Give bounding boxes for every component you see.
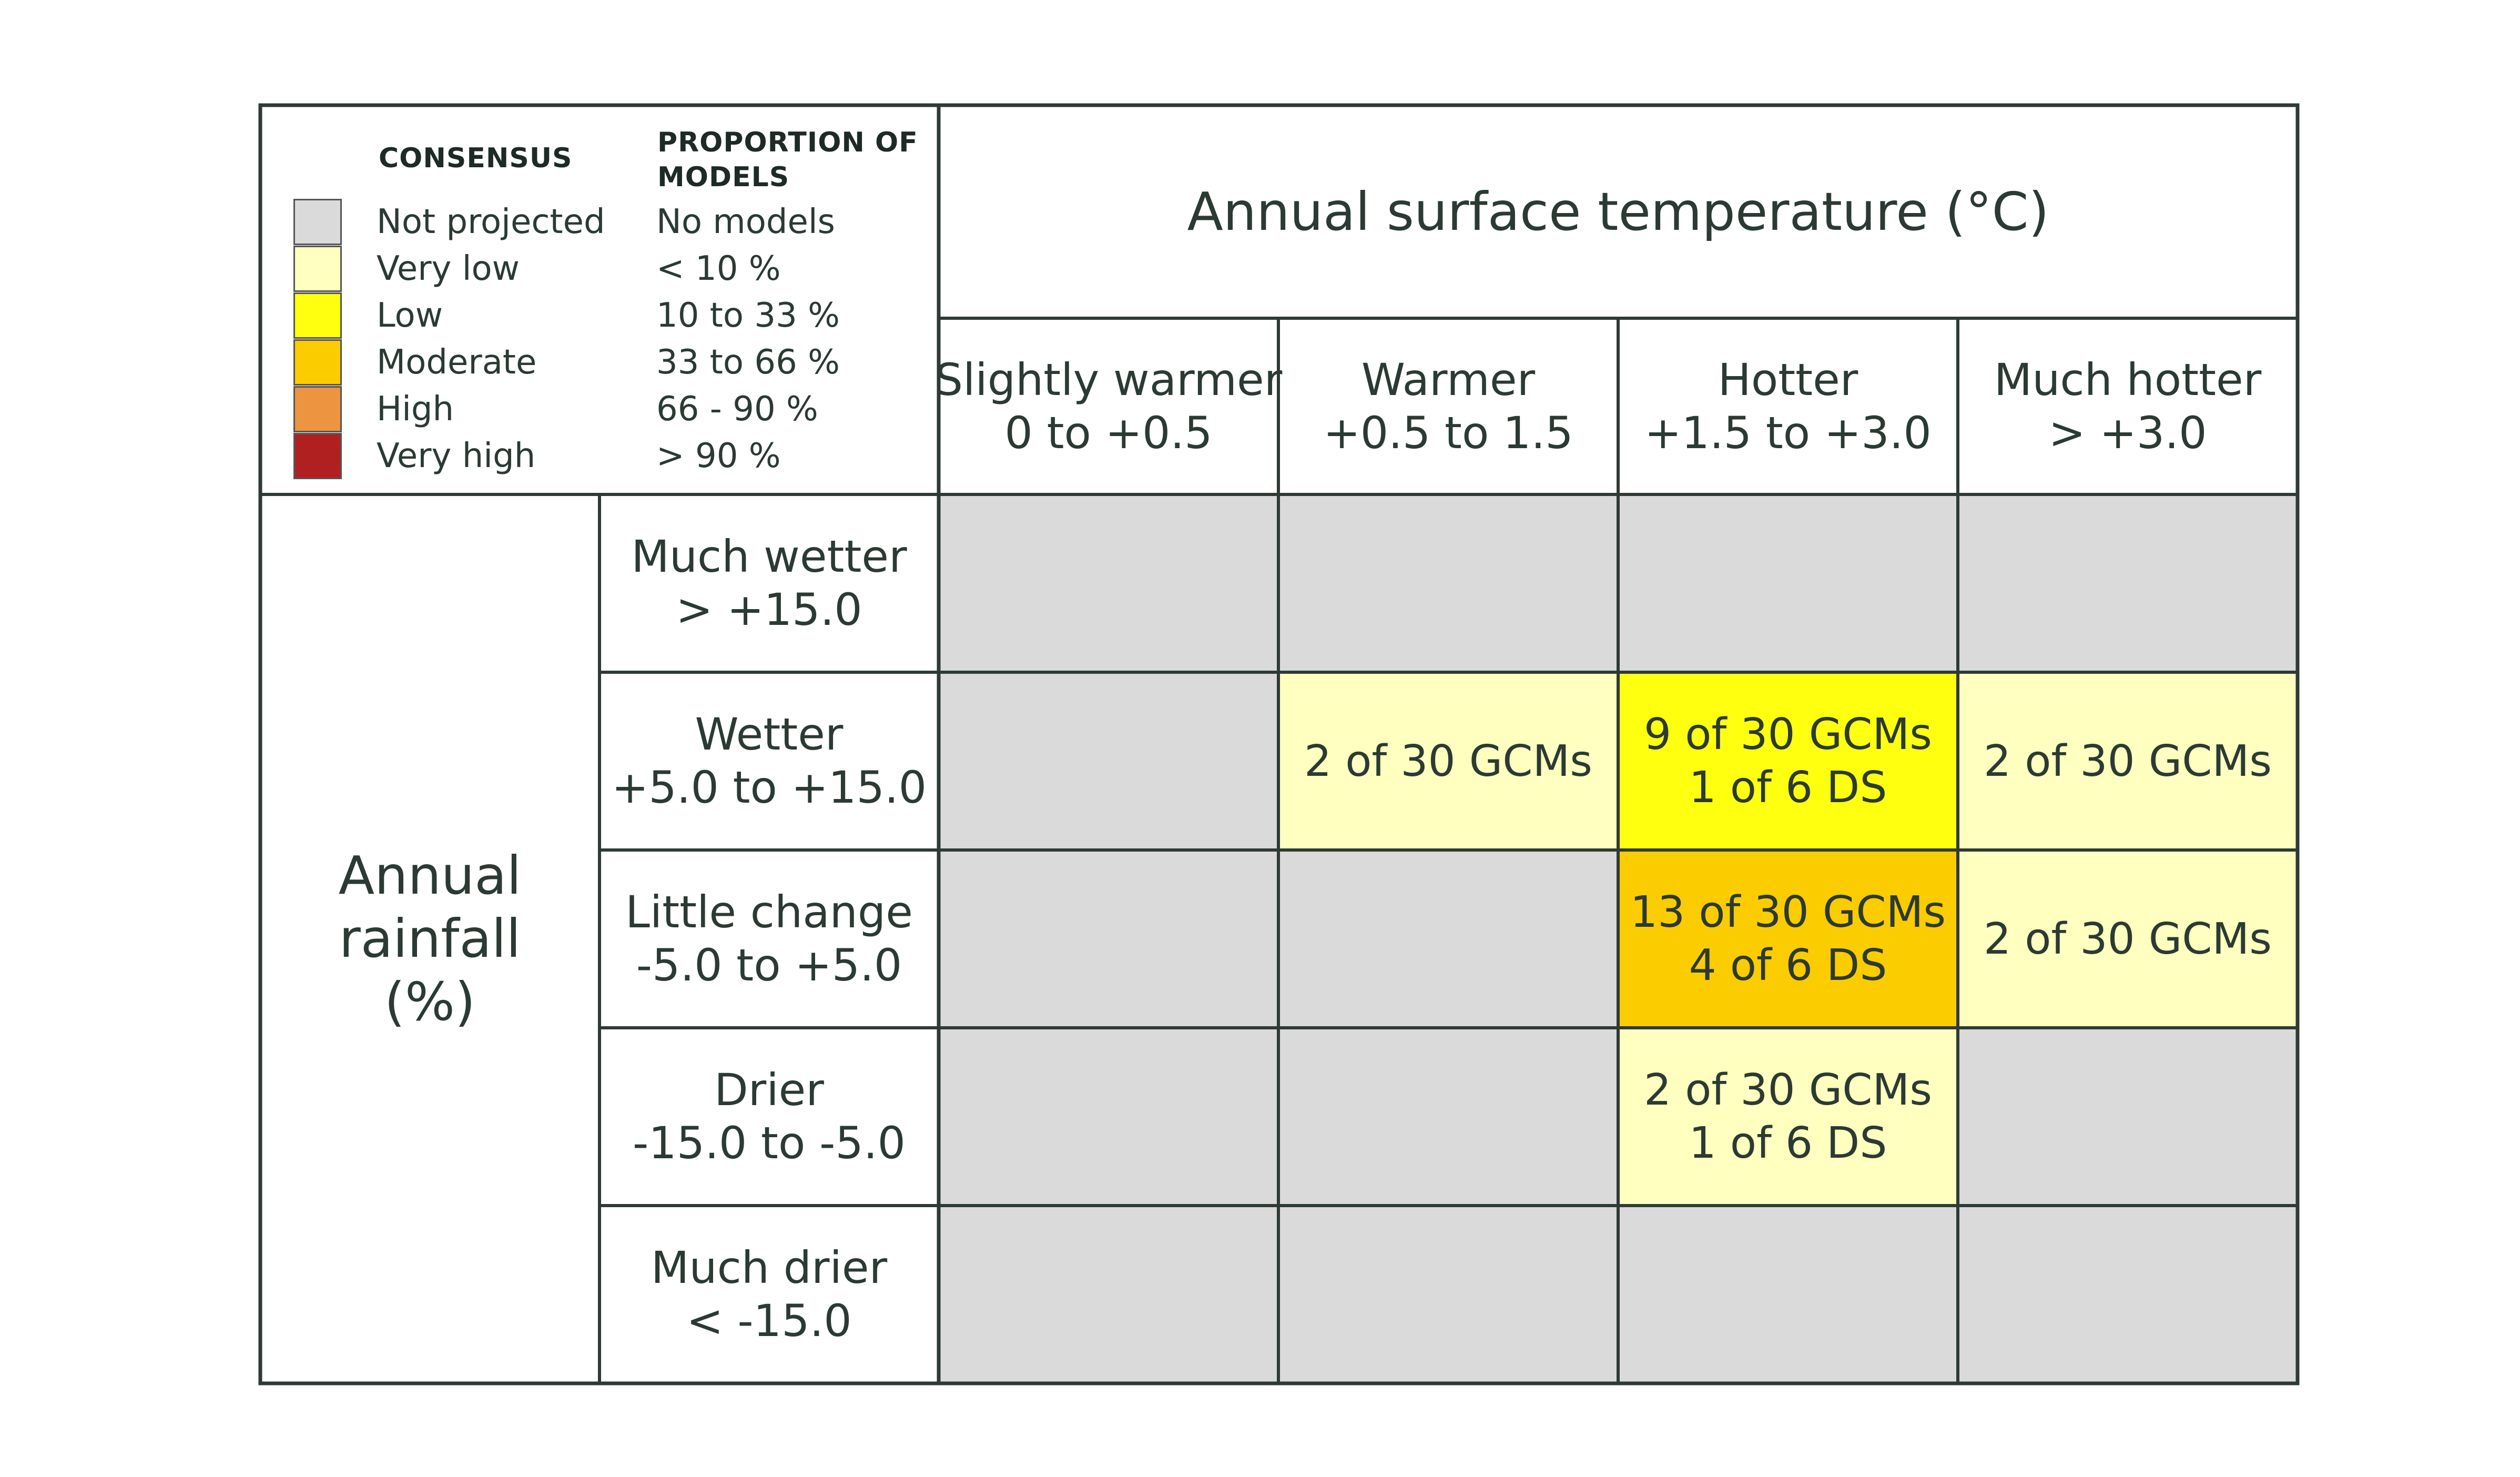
data-cell	[939, 850, 1278, 1028]
row-header-name: Much wetter	[631, 531, 907, 582]
legend-proportion: 33 to 66 %	[656, 343, 840, 382]
legend-item: High 66 - 90 %	[293, 386, 924, 432]
legend-label: Moderate	[377, 343, 537, 382]
row-header: Drier -15.0 to -5.0	[599, 1028, 939, 1206]
legend-label: Very high	[377, 437, 536, 476]
data-cell: 2 of 30 GCMs	[1958, 672, 2298, 850]
temperature-title-text: Annual surface temperature (°C)	[1187, 181, 2049, 242]
legend-swatch	[293, 433, 342, 479]
column-header: Much hotter > +3.0	[1958, 318, 2298, 494]
legend-proportion-header-line2: MODELS	[657, 161, 790, 193]
legend-label: Not projected	[377, 203, 605, 241]
data-cell	[1958, 494, 2298, 672]
legend-label: Very low	[377, 249, 520, 288]
data-cell: 9 of 30 GCMs 1 of 6 DS	[1618, 672, 1958, 850]
data-cell-label: 4 of 6 DS	[1689, 940, 1887, 990]
legend-swatch	[293, 199, 342, 245]
column-header-name: Slightly warmer	[934, 353, 1283, 406]
legend-swatch	[293, 339, 342, 386]
legend-proportion: > 90 %	[656, 437, 781, 476]
legend-proportion: No models	[656, 203, 835, 241]
legend-consensus-header: CONSENSUS	[379, 143, 573, 174]
row-header-range: -15.0 to -5.0	[633, 1117, 906, 1169]
row-header: Much wetter > +15.0	[599, 494, 939, 672]
data-cell-label: 1 of 6 DS	[1689, 763, 1887, 813]
data-cell	[939, 1028, 1278, 1206]
data-cell-label: 1 of 6 DS	[1689, 1118, 1887, 1168]
column-header: Hotter +1.5 to +3.0	[1618, 318, 1958, 494]
legend-swatch	[293, 246, 342, 292]
data-cell	[939, 494, 1278, 672]
data-cell-label: 13 of 30 GCMs	[1630, 887, 1946, 937]
legend-swatch	[293, 292, 342, 339]
data-cell: 2 of 30 GCMs	[1278, 672, 1618, 850]
data-cell	[1618, 1206, 1958, 1383]
data-cell	[1278, 1028, 1618, 1206]
data-cell-label: 2 of 30 GCMs	[1983, 914, 2272, 964]
column-header-name: Much hotter	[1994, 353, 2262, 406]
data-cell	[939, 1206, 1278, 1383]
row-header-range: +5.0 to +15.0	[611, 762, 927, 813]
data-cell	[1278, 494, 1618, 672]
data-cell: 2 of 30 GCMs 1 of 6 DS	[1618, 1028, 1958, 1206]
data-cell	[1278, 1206, 1618, 1383]
rainfall-title-line: rainfall	[339, 908, 521, 969]
temperature-title: Annual surface temperature (°C)	[939, 105, 2298, 318]
rainfall-title-line: Annual	[338, 845, 522, 906]
legend-item: Moderate 33 to 66 %	[293, 339, 924, 386]
rainfall-title-line: (%)	[384, 971, 476, 1033]
row-header-name: Little change	[625, 886, 913, 938]
column-header: Warmer +0.5 to 1.5	[1278, 318, 1618, 494]
data-cell: 13 of 30 GCMs 4 of 6 DS	[1618, 850, 1958, 1028]
legend-item: Not projected No models	[293, 199, 924, 245]
data-cell	[1958, 1206, 2298, 1383]
data-cell	[1278, 850, 1618, 1028]
data-cell-label: 2 of 30 GCMs	[1983, 736, 2272, 786]
rainfall-title: Annual rainfall (%)	[260, 494, 599, 1383]
column-header-range: 0 to +0.5	[1004, 407, 1213, 459]
data-cell-label: 9 of 30 GCMs	[1643, 710, 1932, 760]
legend-label: High	[377, 390, 454, 429]
row-header: Much drier < -15.0	[599, 1206, 939, 1383]
data-cell	[1618, 494, 1958, 672]
row-header-range: > +15.0	[676, 584, 862, 635]
row-header-range: < -15.0	[686, 1295, 852, 1347]
legend-item: Low 10 to 33 %	[293, 292, 924, 339]
legend-proportion: < 10 %	[656, 249, 781, 288]
row-header-name: Much drier	[651, 1242, 888, 1293]
row-header-name: Drier	[714, 1064, 824, 1116]
data-cell	[1958, 1028, 2298, 1206]
column-header-name: Warmer	[1361, 353, 1536, 406]
legend-label: Low	[377, 296, 443, 335]
column-header-range: +1.5 to +3.0	[1644, 407, 1932, 459]
column-header-range: +0.5 to 1.5	[1323, 407, 1573, 459]
legend-proportion: 10 to 33 %	[656, 296, 840, 335]
row-header: Wetter +5.0 to +15.0	[599, 672, 939, 850]
data-cell	[939, 672, 1278, 850]
legend-proportion: 66 - 90 %	[656, 390, 818, 429]
row-header-range: -5.0 to +5.0	[636, 939, 902, 991]
row-header-name: Wetter	[695, 709, 844, 760]
column-header-range: > +3.0	[2048, 407, 2207, 459]
row-header: Little change -5.0 to +5.0	[599, 850, 939, 1028]
legend-swatch	[293, 386, 342, 432]
data-cell: 2 of 30 GCMs	[1958, 850, 2298, 1028]
column-header-name: Hotter	[1718, 353, 1858, 406]
data-cell-label: 2 of 30 GCMs	[1304, 736, 1592, 786]
data-cell-label: 2 of 30 GCMs	[1643, 1065, 1932, 1115]
legend-item: Very low < 10 %	[293, 246, 924, 292]
legend: CONSENSUS PROPORTION OF MODELS Not proje…	[260, 105, 939, 494]
legend-item: Very high > 90 %	[293, 433, 924, 479]
legend-proportion-header-line1: PROPORTION OF	[657, 127, 918, 158]
legend-proportion-header: PROPORTION OF MODELS	[657, 125, 918, 195]
column-header: Slightly warmer 0 to +0.5	[935, 318, 1283, 494]
